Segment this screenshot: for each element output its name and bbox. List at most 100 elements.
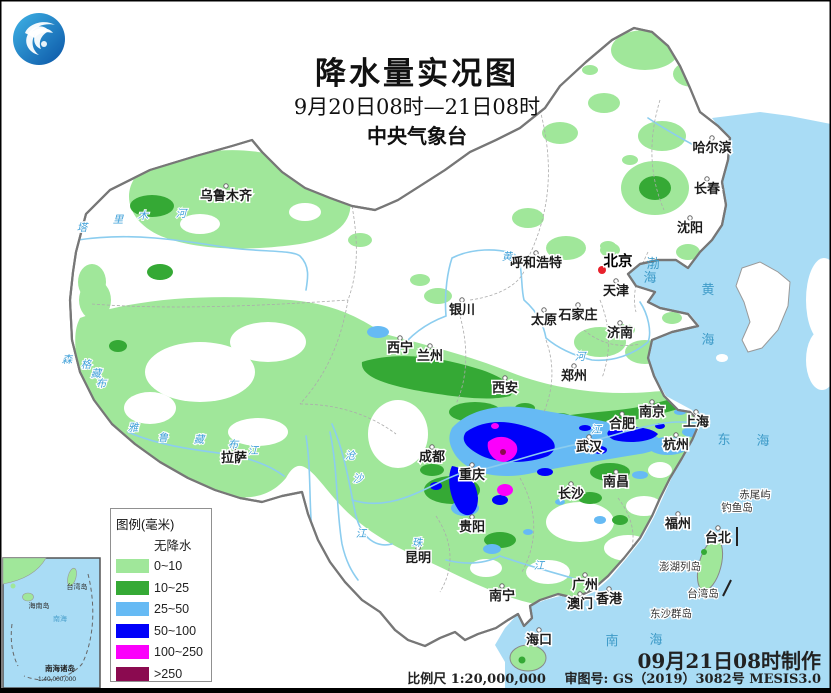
city-label: 沈阳 xyxy=(677,220,703,235)
river-label: 珠 xyxy=(412,537,424,549)
sea-label: 海 xyxy=(701,332,714,347)
river-label: 河 xyxy=(575,351,588,363)
legend-swatch xyxy=(116,602,149,617)
city-marker xyxy=(459,297,465,303)
japan-landmass xyxy=(806,258,831,342)
legend-swatch xyxy=(116,645,149,660)
bottom-bar xyxy=(0,688,831,693)
city-marker xyxy=(575,302,581,308)
river-label: 鲁 xyxy=(158,432,169,444)
city-label: 福州 xyxy=(664,516,691,531)
river-label: 江 xyxy=(534,560,546,572)
river-label: 江 xyxy=(356,528,368,540)
city-label: 成都 xyxy=(419,449,445,464)
city-marker xyxy=(687,215,693,221)
city-marker xyxy=(469,514,475,520)
river-label: 雅 xyxy=(128,422,140,434)
precipitation-layers xyxy=(75,30,722,608)
city-label: 广州 xyxy=(572,577,598,592)
river-label: 江 xyxy=(248,445,260,457)
city-label: 拉萨 xyxy=(221,450,247,465)
city-label: 西安 xyxy=(492,380,518,395)
city-marker xyxy=(469,462,475,468)
river-label: 藏 xyxy=(194,434,206,446)
inset-label: 南海 xyxy=(53,614,67,623)
city-label: 兰州 xyxy=(417,348,443,363)
legend-swatch xyxy=(116,580,149,595)
city-marker xyxy=(536,627,542,633)
china-outline-stroke xyxy=(68,26,732,648)
city-marker xyxy=(541,307,547,313)
river-label: 布 xyxy=(228,439,240,451)
river-label: 江 xyxy=(591,424,603,436)
production-time: 09月21日08时制作 xyxy=(637,649,822,673)
city-marker xyxy=(619,411,625,417)
sea-label: 东 xyxy=(717,432,730,447)
city-label: 郑州 xyxy=(561,368,587,383)
city-label-capital: 北京 xyxy=(604,252,633,270)
legend-item: >250 xyxy=(111,663,211,685)
city-marker xyxy=(415,545,421,551)
legend-label: 0~10 xyxy=(154,559,183,574)
legend-item: 100~250 xyxy=(111,642,211,664)
city-label: 呼和浩特 xyxy=(510,255,562,270)
legend-swatch xyxy=(116,559,149,574)
city-label: 乌鲁木齐 xyxy=(200,188,253,203)
river-label: 河 xyxy=(176,208,189,220)
agency-name: 中央气象台 xyxy=(367,126,467,148)
inset-caption: 南海诸岛 xyxy=(45,663,75,673)
city-label: 香港 xyxy=(595,591,623,606)
city-label: 上海 xyxy=(683,414,709,429)
japan-landmass xyxy=(806,330,831,390)
city-label: 太原 xyxy=(530,312,557,327)
city-marker xyxy=(613,469,619,475)
legend-item: 无降水 xyxy=(111,534,211,556)
city-marker xyxy=(693,409,699,415)
city-label: 合肥 xyxy=(609,416,635,431)
rain-dot xyxy=(701,549,707,555)
island-dot xyxy=(716,354,728,362)
sea-label: 海 xyxy=(649,632,662,647)
city-marker xyxy=(675,511,681,517)
sea-label: 海 xyxy=(643,270,656,285)
city-label: 哈尔滨 xyxy=(692,140,731,155)
city-label: 南宁 xyxy=(489,588,515,603)
city-label: 天津 xyxy=(603,283,629,298)
island-label: 台湾岛 xyxy=(687,587,719,600)
island-label: 澎湖列岛 xyxy=(659,560,701,573)
city-label: 银川 xyxy=(449,302,475,317)
legend-title: 图例(毫米) xyxy=(116,518,175,532)
legend-label: 100~250 xyxy=(154,645,204,660)
inset-scale: 1:40,000,000 xyxy=(38,676,76,683)
city-marker xyxy=(429,444,435,450)
legend: 图例(毫米) 无降水 0~10 10~25 25~50 50~100 100~250 >25… xyxy=(110,508,212,682)
city-label: 长沙 xyxy=(558,486,584,501)
inset-label: 台湾岛 xyxy=(67,582,88,591)
scale-text: 比例尺 1:20,000,000 xyxy=(407,672,546,687)
capital-marker xyxy=(598,266,606,274)
river-label: 沧 xyxy=(345,450,357,462)
city-label: 台北 xyxy=(705,530,731,545)
city-marker xyxy=(397,335,403,341)
legend-item: 25~50 xyxy=(111,599,211,621)
sea-label: 黄 xyxy=(701,282,714,297)
legend-swatch xyxy=(116,623,149,638)
city-marker xyxy=(427,343,433,349)
city-label: 西宁 xyxy=(387,340,413,355)
legend-rows: 无降水 0~10 10~25 25~50 50~100 100~250 >250 xyxy=(111,534,211,685)
city-marker xyxy=(673,432,679,438)
korea-landmass xyxy=(735,261,791,353)
island-label: 赤尾屿 xyxy=(739,489,771,501)
river-label: 布 xyxy=(96,378,108,390)
city-label: 澳门 xyxy=(567,596,593,611)
river-label: 木 xyxy=(138,210,150,222)
legend-label: 无降水 xyxy=(154,539,192,554)
city-marker xyxy=(704,176,710,182)
river-label: 格 xyxy=(81,359,93,371)
city-label: 长春 xyxy=(694,181,721,196)
island-label: 钓鱼岛 xyxy=(721,501,753,514)
river-label: 黄 xyxy=(502,251,514,263)
city-label: 贵阳 xyxy=(459,519,485,534)
